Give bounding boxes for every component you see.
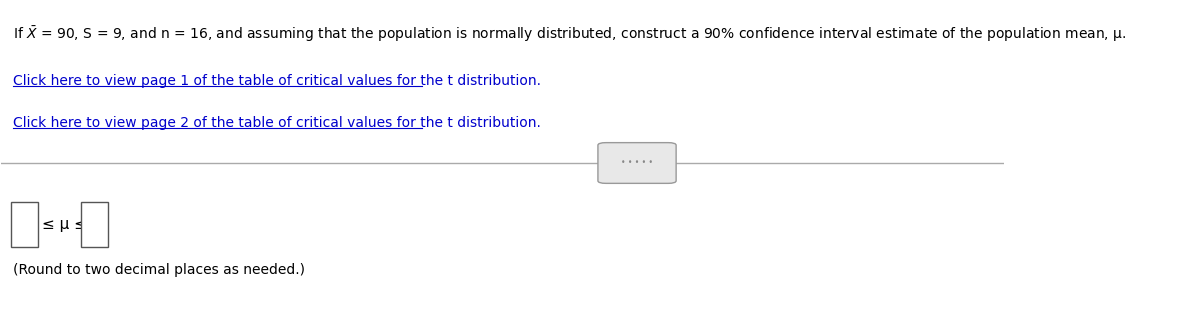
FancyBboxPatch shape — [598, 143, 676, 183]
FancyBboxPatch shape — [12, 202, 38, 247]
Text: ≤ μ ≤: ≤ μ ≤ — [42, 217, 88, 232]
Text: • • • • •: • • • • • — [622, 158, 653, 168]
FancyBboxPatch shape — [80, 202, 108, 247]
Text: (Round to two decimal places as needed.): (Round to two decimal places as needed.) — [13, 263, 306, 277]
Text: Click here to view page 1 of the table of critical values for the t distribution: Click here to view page 1 of the table o… — [13, 74, 541, 88]
Text: Click here to view page 2 of the table of critical values for the t distribution: Click here to view page 2 of the table o… — [13, 116, 541, 130]
Text: If $\bar{X}$ = 90, S = 9, and n = 16, and assuming that the population is normal: If $\bar{X}$ = 90, S = 9, and n = 16, an… — [13, 24, 1127, 44]
